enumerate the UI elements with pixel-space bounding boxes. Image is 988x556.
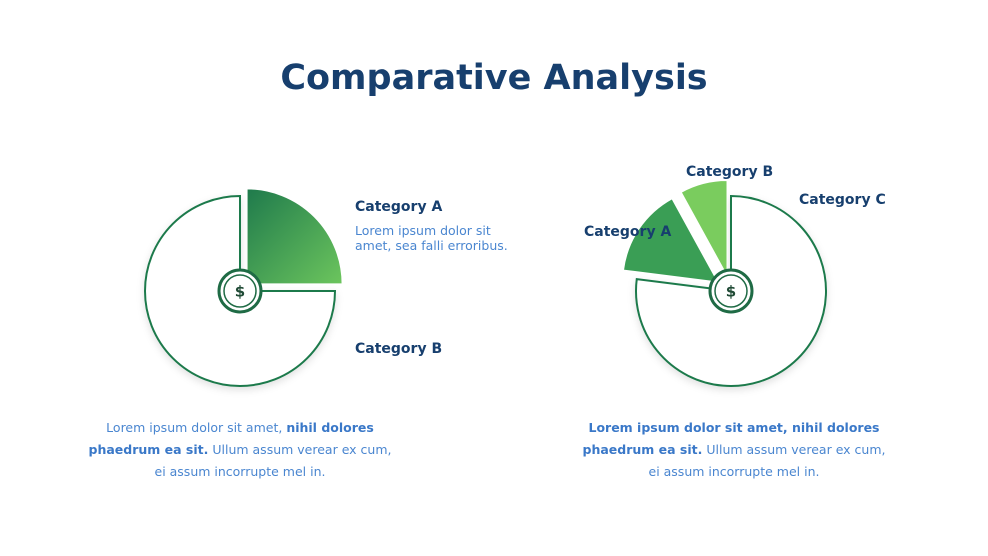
caption-part: Ullum assum verear ex cum, ei assum inco… bbox=[154, 442, 392, 479]
slice-label: Category A bbox=[584, 224, 671, 240]
slice-label: Category B bbox=[686, 164, 773, 180]
center-icon-ring bbox=[714, 274, 748, 308]
caption: Lorem ipsum dolor sit amet, nihil dolore… bbox=[579, 417, 889, 483]
caption-part: Lorem ipsum dolor sit amet, bbox=[106, 420, 287, 435]
page-title: Comparative Analysis bbox=[280, 58, 707, 98]
center-icon-ring bbox=[223, 274, 257, 308]
caption-part: Lorem ipsum dolor sit amet, nihil dolore… bbox=[582, 420, 880, 457]
center-icon bbox=[217, 268, 263, 314]
slice-label: Category B bbox=[355, 341, 442, 357]
caption-part: Ullum assum verear ex cum, ei assum inco… bbox=[648, 442, 886, 479]
dollar-icon: $ bbox=[235, 283, 245, 301]
pie-slice bbox=[144, 194, 337, 387]
pie-slice bbox=[246, 188, 343, 285]
pie-slice bbox=[622, 198, 719, 283]
caption: Lorem ipsum dolor sit amet, nihil dolore… bbox=[85, 417, 395, 483]
annotation: Lorem ipsum dolor sit amet, sea falli er… bbox=[355, 223, 508, 253]
pie-slice bbox=[680, 180, 728, 276]
dollar-icon: $ bbox=[726, 283, 736, 301]
slice-label: Category C bbox=[799, 192, 886, 208]
slice-label: Category A bbox=[355, 199, 442, 215]
caption-part: nihil dolores phaedrum ea sit. bbox=[88, 420, 374, 457]
center-icon bbox=[708, 268, 754, 314]
